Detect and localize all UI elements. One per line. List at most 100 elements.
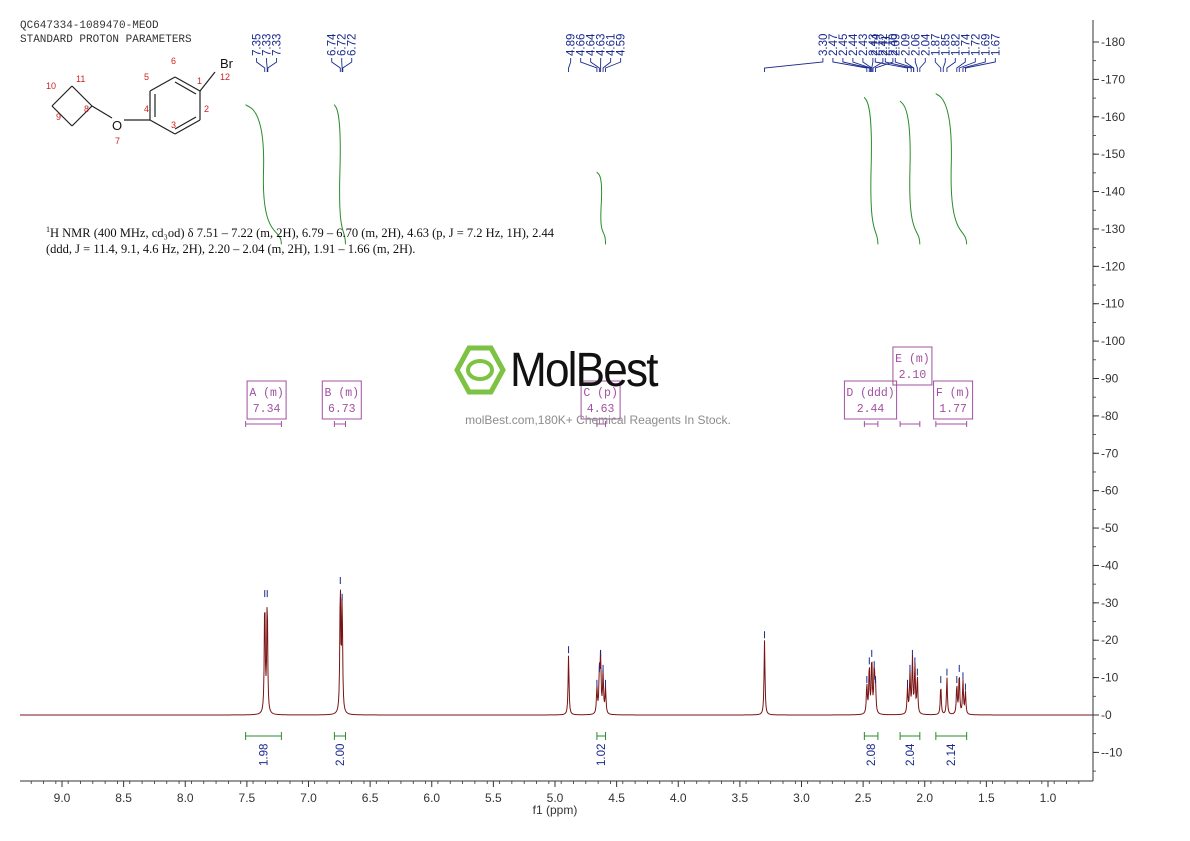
multiplet-box bbox=[580, 380, 621, 420]
integral-curve bbox=[899, 100, 921, 245]
peak-shift-label: 1.67 bbox=[990, 34, 1002, 56]
peak-label-leader bbox=[331, 58, 341, 72]
x-tick-label: 6.0 bbox=[423, 791, 440, 805]
atom-number-3: 3 bbox=[171, 120, 176, 130]
y-tick-label: -160 bbox=[1101, 110, 1125, 124]
y-tick-label: -110 bbox=[1101, 297, 1124, 311]
multiplet-label: B (m) bbox=[325, 387, 360, 400]
peak-label-layer: 7.357.337.33 6.746.726.72 4.894.664.644.63… bbox=[252, 33, 1002, 72]
atom-number-4: 4 bbox=[144, 104, 149, 114]
peak-shift-label: 7.33 bbox=[262, 34, 274, 56]
peak-label-leader bbox=[605, 58, 622, 72]
integral-value: 2.00 bbox=[335, 744, 347, 766]
hexagon-logo-icon bbox=[454, 345, 506, 395]
multiplet-shift: 1.77 bbox=[939, 403, 967, 416]
multiplet-box bbox=[892, 346, 933, 386]
y-tick-label: -120 bbox=[1101, 259, 1125, 273]
atom-number-6: 6 bbox=[171, 56, 176, 66]
x-tick-label: 2.0 bbox=[916, 791, 933, 805]
multiplet-box bbox=[246, 380, 287, 420]
atom-o-label: O bbox=[112, 118, 122, 133]
peak-label-leader bbox=[942, 58, 946, 72]
peak-label-leader bbox=[267, 58, 278, 72]
multiplet-shift: 2.10 bbox=[899, 369, 927, 382]
y-tick-label: -170 bbox=[1101, 72, 1125, 86]
x-tick-label: 4.0 bbox=[670, 791, 687, 805]
multiplet-label: D (ddd) bbox=[846, 387, 894, 400]
peak-label-leader bbox=[852, 58, 871, 72]
x-tick-label: 1.5 bbox=[978, 791, 995, 805]
multiplet-layer: A (m) 7.34 B (m) 6.73 C (p) 4.63 D (ddd) 2.44 E … bbox=[245, 346, 974, 427]
atom-number-8: 8 bbox=[84, 104, 89, 114]
peak-label-leader bbox=[874, 58, 908, 72]
peak-shift-label: 2.43 bbox=[868, 34, 880, 56]
peak-shift-label: 4.66 bbox=[576, 34, 588, 56]
y-tick-label: -30 bbox=[1101, 596, 1119, 610]
atom-br-label: Br bbox=[220, 56, 234, 71]
sample-id: QC647334-1089470-MEOD bbox=[20, 20, 159, 32]
peak-shift-label: 1.72 bbox=[970, 34, 982, 56]
peak-shift-label: 4.59 bbox=[616, 34, 628, 56]
peak-shift-label: 2.44 bbox=[848, 33, 860, 56]
y-tick-label: --10 bbox=[1101, 745, 1123, 759]
y-tick-label: -80 bbox=[1101, 409, 1119, 423]
peak-shift-label: 4.63 bbox=[596, 34, 608, 56]
multiplet-box bbox=[933, 380, 974, 420]
peak-label-leader bbox=[871, 58, 874, 72]
peak-label-leader bbox=[875, 58, 894, 72]
peak-label-leader bbox=[919, 58, 926, 72]
atom-number-1: 1 bbox=[197, 76, 202, 86]
peak-shift-label: 1.85 bbox=[940, 34, 952, 56]
multiplet-label: E (m) bbox=[895, 353, 930, 366]
x-tick-label: 3.5 bbox=[732, 791, 749, 805]
atom-number-11: 11 bbox=[76, 74, 85, 84]
multiplet-shift: 2.44 bbox=[857, 403, 885, 416]
x-tick-label: 5.0 bbox=[547, 791, 564, 805]
peak-label-leader bbox=[590, 58, 600, 72]
multiplet-box bbox=[321, 380, 362, 420]
y-tick-label: -60 bbox=[1101, 484, 1119, 498]
peak-shift-label: 1.87 bbox=[930, 34, 942, 56]
integral-curve bbox=[596, 171, 607, 245]
nmr-description-line-2: (ddd, J = 11.4, 9.1, 4.6 Hz, 2H), 2.20 –… bbox=[46, 242, 416, 257]
peak-label-leader bbox=[580, 58, 598, 72]
atom-number-2: 2 bbox=[204, 104, 209, 114]
atom-number-9: 9 bbox=[56, 112, 61, 122]
multiplet-shift: 6.73 bbox=[328, 403, 356, 416]
nmr-description-line-1: 1H NMR (400 MHz, cd₃od) δ 7.51 – 7.22 (m… bbox=[46, 225, 555, 241]
y-tick-label: -20 bbox=[1101, 633, 1119, 647]
peak-shift-label: 6.72 bbox=[347, 34, 359, 56]
peak-shift-label: 2.40 bbox=[888, 34, 900, 56]
integral-layer: 1.98 2.00 1.02 2.08 2.04 2.14 bbox=[245, 93, 968, 766]
x-tick-label: 2.5 bbox=[855, 791, 872, 805]
atom-number-5: 5 bbox=[144, 72, 149, 82]
peak-shift-label: 6.74 bbox=[327, 33, 339, 56]
peak-shift-label: 2.14 bbox=[870, 33, 882, 56]
peak-label-leader bbox=[884, 58, 912, 72]
peak-label-leader bbox=[842, 58, 870, 72]
watermark-tagline: molBest.com,180K+ Chemical Reagents In S… bbox=[465, 413, 731, 427]
peak-label-leader bbox=[962, 58, 986, 72]
atom-number-10: 10 bbox=[46, 81, 56, 91]
peak-label-leader bbox=[602, 58, 612, 72]
y-tick-label: -0 bbox=[1101, 708, 1112, 722]
peak-shift-label: 4.64 bbox=[586, 33, 598, 56]
peak-shift-label: 2.47 bbox=[828, 34, 840, 56]
peak-shift-label: 4.61 bbox=[606, 34, 618, 56]
integral-value: 1.02 bbox=[596, 744, 608, 766]
y-tick-label: -150 bbox=[1101, 147, 1125, 161]
spectrum-trace-layer bbox=[20, 577, 1093, 716]
y-tick-label: -40 bbox=[1101, 558, 1119, 572]
x-tick-label: 1.0 bbox=[1040, 791, 1057, 805]
multiplet-label: A (m) bbox=[249, 387, 284, 400]
x-tick-label: 7.0 bbox=[300, 791, 317, 805]
atom-o-number: 7 bbox=[115, 136, 120, 146]
peak-label-leader bbox=[946, 58, 956, 72]
y-tick-label: -130 bbox=[1101, 222, 1125, 236]
watermark-brand: MolBest bbox=[510, 344, 658, 397]
peak-label-leader bbox=[266, 58, 268, 72]
x-tick-label: 9.0 bbox=[54, 791, 71, 805]
peak-label-leader bbox=[958, 58, 976, 72]
axis-layer: 9.0 8.5 8.0 7.5 7.0 6.5 6.0 5.5 5.0 4.5 4.0 3.5 3.0 2… bbox=[20, 20, 1125, 805]
